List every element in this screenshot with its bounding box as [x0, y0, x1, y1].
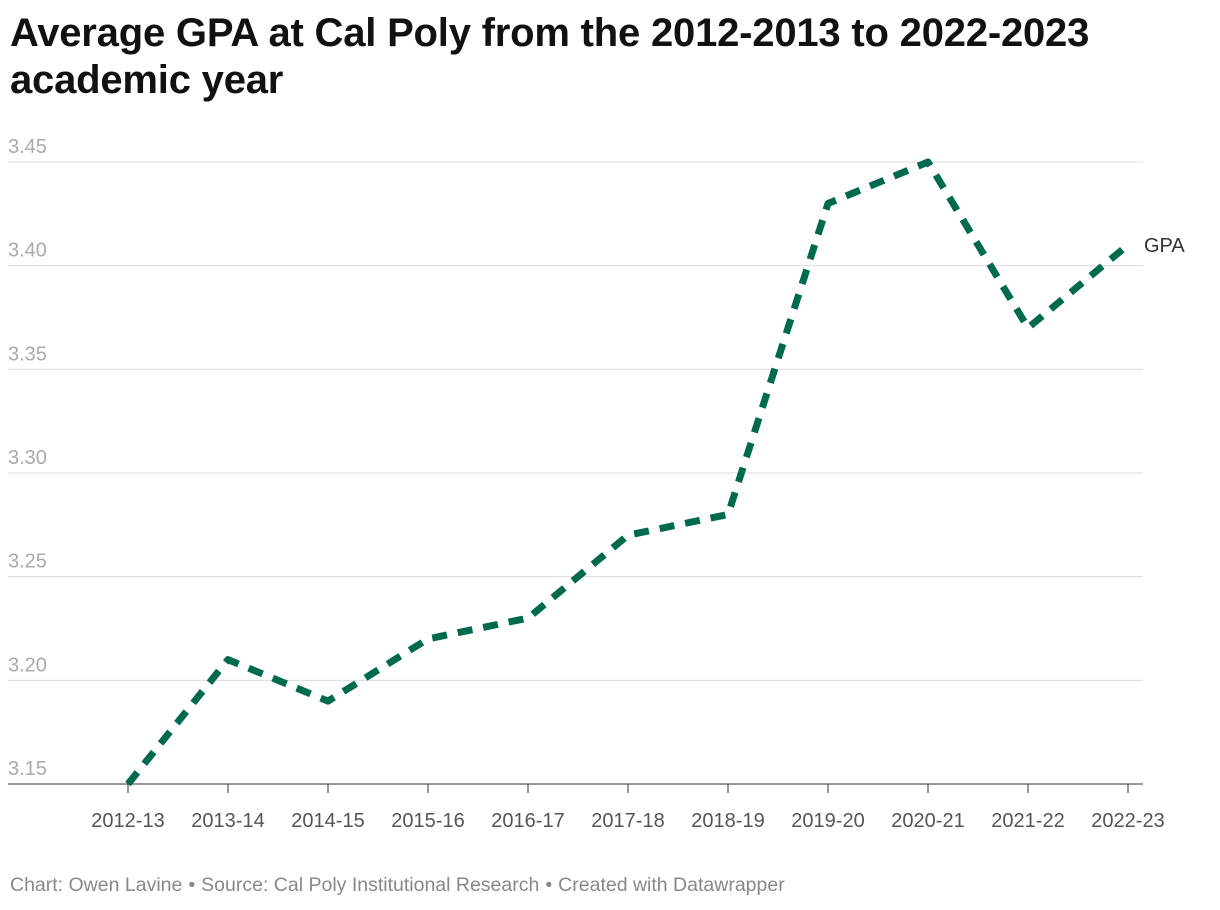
footer-separator: • [188, 874, 196, 896]
y-tick-label: 3.25 [8, 551, 47, 573]
x-axis-ticks: 2012-13 2013-14 2014-15 2015-16 2016-17 2017-… [91, 784, 1165, 832]
y-tick-label: 3.30 [8, 447, 47, 469]
x-tick-label: 2013-14 [191, 810, 264, 832]
gridlines [8, 161, 1143, 785]
x-tick-label: 2019-20 [791, 810, 864, 832]
x-tick-label: 2014-15 [291, 810, 364, 832]
x-tick-label: 2012-13 [91, 810, 164, 832]
source-credit: Source: Cal Poly Institutional Research [201, 874, 540, 896]
chart-title: Average GPA at Cal Poly from the 2012-20… [10, 11, 1090, 102]
series-layer: GPA [125, 158, 1185, 787]
series-label: GPA [1144, 235, 1185, 257]
x-tick-label: 2017-18 [591, 810, 664, 832]
x-tick-label: 2018-19 [691, 810, 764, 832]
x-tick-label: 2022-23 [1091, 810, 1164, 832]
x-tick-label: 2016-17 [491, 810, 564, 832]
y-tick-label: 3.35 [8, 343, 47, 365]
y-tick-label: 3.40 [8, 240, 47, 262]
footer-separator: • [545, 874, 553, 896]
chart-credit: Chart: Owen Lavine [10, 874, 183, 896]
y-tick-label: 3.45 [8, 136, 47, 158]
y-tick-label: 3.20 [8, 654, 47, 676]
x-tick-label: 2015-16 [391, 810, 464, 832]
footer: Chart: Owen Lavine • Source: Cal Poly Inst… [10, 874, 785, 897]
created-with: Created with Datawrapper [558, 874, 785, 896]
y-axis-ticks: 3.15 3.20 3.25 3.30 3.35 3.40 3.45 [8, 136, 47, 780]
x-tick-label: 2021-22 [991, 810, 1064, 832]
x-tick-label: 2020-21 [891, 810, 964, 832]
y-tick-label: 3.15 [8, 758, 47, 780]
